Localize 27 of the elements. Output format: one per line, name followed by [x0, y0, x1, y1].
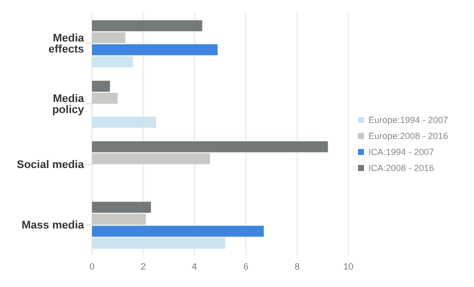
legend-label: ICA:2008 - 2016 — [368, 162, 434, 172]
x-tick-label: 4 — [192, 261, 198, 272]
bar — [92, 238, 226, 249]
bar — [92, 92, 118, 104]
y-tick-label: Social media — [16, 159, 85, 172]
bar — [92, 141, 328, 152]
y-tick-label: Media policy — [52, 93, 85, 116]
x-tick-label: 6 — [243, 261, 248, 272]
y-tick-label: Mass media — [22, 220, 85, 232]
bar — [92, 202, 151, 213]
bar — [92, 32, 126, 44]
x-tick-label: 0 — [89, 261, 95, 272]
legend-label: Europe:2008 - 2016 — [368, 130, 448, 140]
bar — [92, 56, 134, 68]
x-tick-label: 8 — [294, 261, 300, 272]
bar — [92, 214, 146, 225]
x-tick-label: 2 — [140, 261, 146, 272]
bar — [92, 153, 210, 164]
bar — [92, 20, 202, 32]
y-tick-label: Media effects — [48, 32, 85, 56]
legend-label: ICA:1994 - 2007 — [368, 146, 434, 156]
bar — [92, 116, 156, 128]
legend-label: Europe:1994 - 2007 — [368, 114, 448, 124]
bar — [92, 226, 264, 237]
x-tick-label: 10 — [343, 261, 354, 272]
bar — [92, 44, 218, 56]
bar — [92, 80, 110, 92]
